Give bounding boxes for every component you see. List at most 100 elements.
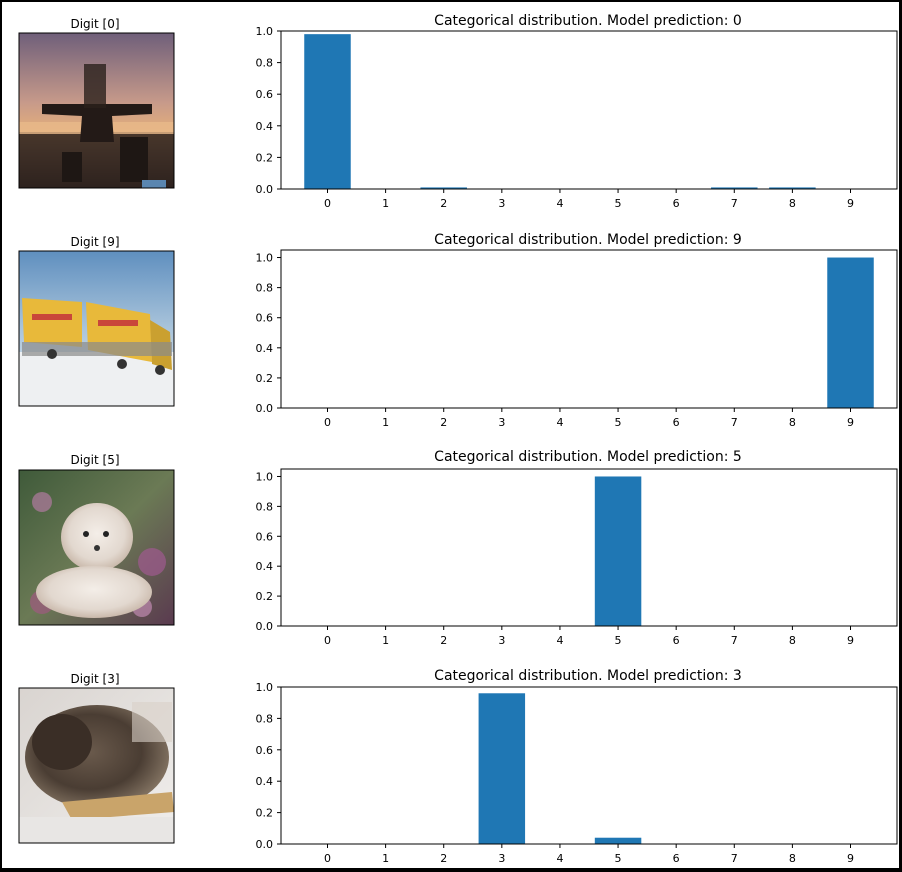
x-tick-label: 8 bbox=[789, 852, 796, 865]
thumbnail-frame bbox=[18, 250, 175, 407]
x-tick-label: 1 bbox=[382, 634, 389, 647]
x-tick-label: 2 bbox=[440, 852, 447, 865]
chart-title: Categorical distribution. Model predicti… bbox=[434, 668, 742, 684]
dog-photo-icon bbox=[19, 470, 174, 625]
panel-0: Digit [0] Categorical distribution. Mode… bbox=[18, 13, 898, 210]
thumbnail-frame bbox=[18, 32, 175, 189]
y-tick-label: 0.8 bbox=[256, 282, 274, 295]
bar-8 bbox=[769, 187, 816, 189]
x-tick-label: 0 bbox=[324, 634, 331, 647]
y-tick-label: 0.6 bbox=[256, 312, 274, 325]
x-tick-label: 3 bbox=[498, 197, 505, 210]
x-tick-label: 6 bbox=[673, 634, 680, 647]
thumbnail-title: Digit [5] bbox=[70, 453, 119, 467]
bar-chart: 0.0 0.2 0.4 0.6 0.8 1.0 0 1 2 3 4 5 6 7 8 9 bbox=[256, 249, 898, 429]
y-tick-label: 0.6 bbox=[256, 88, 274, 101]
axes-frame bbox=[280, 30, 898, 190]
axes-frame bbox=[280, 249, 898, 409]
chart-title: Categorical distribution. Model predicti… bbox=[434, 13, 742, 29]
y-tick-label: 0.6 bbox=[256, 530, 274, 543]
x-tick-label: 6 bbox=[673, 197, 680, 210]
axes-frame bbox=[280, 686, 898, 845]
x-tick-label: 1 bbox=[382, 852, 389, 865]
thumbnail-title: Digit [9] bbox=[70, 235, 119, 249]
truck-photo-icon bbox=[19, 251, 174, 406]
y-tick-label: 0.4 bbox=[256, 120, 274, 133]
x-tick-label: 2 bbox=[440, 197, 447, 210]
x-tick-label: 2 bbox=[440, 634, 447, 647]
chart-title: Categorical distribution. Model predicti… bbox=[434, 232, 742, 248]
y-tick-label: 0.8 bbox=[256, 712, 274, 725]
x-tick-label: 8 bbox=[789, 634, 796, 647]
x-tick-label: 0 bbox=[324, 416, 331, 429]
x-tick-label: 0 bbox=[324, 197, 331, 210]
panel-2: Digit [5] Categorical distribution. Mode… bbox=[18, 449, 898, 647]
x-tick-label: 1 bbox=[382, 197, 389, 210]
panel-3: Digit [3] Categorical distribution. Mode… bbox=[18, 668, 898, 865]
x-tick-label: 6 bbox=[673, 852, 680, 865]
x-tick-label: 7 bbox=[731, 852, 738, 865]
y-tick-label: 0.8 bbox=[256, 500, 274, 513]
bar-chart: 0.0 0.2 0.4 0.6 0.8 1.0 0 1 2 3 4 5 6 7 8 9 bbox=[256, 468, 898, 647]
x-tick-label: 5 bbox=[615, 634, 622, 647]
x-tick-label: 3 bbox=[498, 416, 505, 429]
x-tick-label: 7 bbox=[731, 197, 738, 210]
panel-1: Digit [9] Categorical distribution. Mode… bbox=[18, 232, 898, 429]
y-tick-label: 1.0 bbox=[256, 252, 274, 265]
x-tick-label: 8 bbox=[789, 416, 796, 429]
y-tick-label: 0.2 bbox=[256, 151, 274, 164]
bar-5 bbox=[594, 476, 642, 626]
bar-7 bbox=[711, 187, 758, 189]
x-tick-label: 2 bbox=[440, 416, 447, 429]
x-tick-label: 1 bbox=[382, 416, 389, 429]
y-tick-label: 0.0 bbox=[256, 838, 274, 851]
y-tick-label: 0.2 bbox=[256, 372, 274, 385]
thumbnail-title: Digit [0] bbox=[70, 17, 119, 31]
x-tick-label: 6 bbox=[673, 416, 680, 429]
y-tick-label: 0.4 bbox=[256, 342, 274, 355]
bar-5 bbox=[594, 837, 642, 844]
y-tick-label: 0.6 bbox=[256, 744, 274, 757]
x-tick-label: 9 bbox=[847, 852, 854, 865]
thumbnail-frame bbox=[18, 687, 175, 844]
cat-photo-icon bbox=[19, 688, 174, 843]
bar-2 bbox=[420, 187, 467, 189]
y-tick-label: 0.0 bbox=[256, 620, 274, 633]
x-tick-label: 8 bbox=[789, 197, 796, 210]
thumbnail-frame bbox=[18, 469, 175, 626]
x-tick-label: 4 bbox=[556, 634, 563, 647]
x-tick-label: 3 bbox=[498, 634, 505, 647]
y-tick-label: 0.2 bbox=[256, 807, 274, 820]
y-tick-label: 0.4 bbox=[256, 560, 274, 573]
y-tick-label: 0.0 bbox=[256, 402, 274, 415]
y-tick-label: 0.4 bbox=[256, 775, 274, 788]
y-tick-label: 0.8 bbox=[256, 57, 274, 70]
x-tick-label: 7 bbox=[731, 634, 738, 647]
y-tick-label: 1.0 bbox=[256, 470, 274, 483]
x-tick-label: 3 bbox=[498, 852, 505, 865]
x-tick-label: 5 bbox=[615, 852, 622, 865]
x-tick-label: 5 bbox=[615, 416, 622, 429]
x-tick-label: 0 bbox=[324, 852, 331, 865]
x-tick-label: 4 bbox=[556, 852, 563, 865]
y-tick-label: 1.0 bbox=[256, 25, 274, 38]
y-tick-label: 0.2 bbox=[256, 590, 274, 603]
y-tick-label: 1.0 bbox=[256, 681, 274, 694]
bar-9 bbox=[827, 257, 874, 408]
x-tick-label: 9 bbox=[847, 634, 854, 647]
bar-chart: 0.0 0.2 0.4 0.6 0.8 1.0 0 1 2 3 4 5 6 7 8 9 bbox=[256, 25, 898, 210]
x-tick-label: 9 bbox=[847, 197, 854, 210]
chart-title: Categorical distribution. Model predicti… bbox=[434, 449, 742, 465]
y-tick-label: 0.0 bbox=[256, 183, 274, 196]
axes-frame bbox=[280, 468, 898, 627]
bar-0 bbox=[304, 34, 351, 189]
bar-3 bbox=[478, 693, 526, 844]
x-tick-label: 5 bbox=[615, 197, 622, 210]
thumbnail-title: Digit [3] bbox=[70, 672, 119, 686]
x-tick-label: 4 bbox=[556, 197, 563, 210]
airplane-photo-icon bbox=[19, 33, 174, 188]
x-tick-label: 4 bbox=[556, 416, 563, 429]
x-tick-label: 9 bbox=[847, 416, 854, 429]
